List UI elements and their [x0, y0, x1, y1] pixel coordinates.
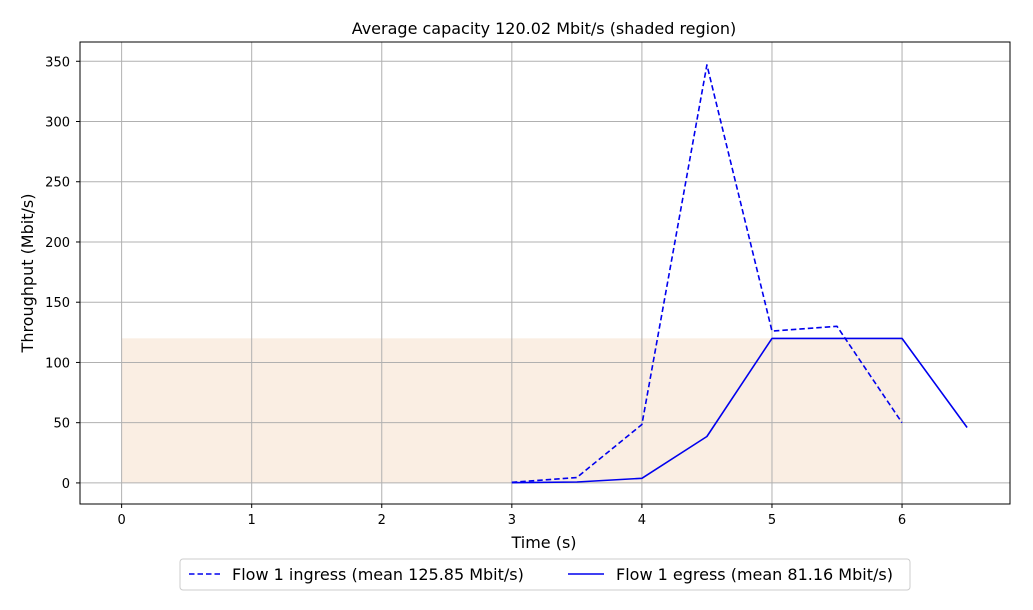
chart-title: Average capacity 120.02 Mbit/s (shaded r…: [352, 19, 737, 38]
legend-ingress-label: Flow 1 ingress (mean 125.85 Mbit/s): [232, 565, 524, 584]
x-tick-label: 3: [508, 513, 516, 528]
x-axis-ticks: 0 1 2 3 4 5 6: [117, 504, 906, 528]
x-tick-label: 5: [768, 513, 776, 528]
legend-box: [179, 558, 911, 591]
plot-area: [79, 41, 1011, 505]
x-axis-label: Time (s): [510, 533, 576, 552]
y-tick-label: 200: [45, 236, 70, 251]
x-tick-label: 6: [898, 513, 906, 528]
x-tick-label: 1: [248, 513, 256, 528]
ingress-series-line: [511, 64, 903, 484]
y-tick-label: 150: [45, 296, 70, 311]
axes-frame: [79, 41, 1011, 505]
y-tick-label: 250: [45, 176, 70, 191]
y-axis-ticks: 0 50 100 150 200 250 300 350: [45, 55, 80, 492]
x-tick-label: 0: [117, 513, 125, 528]
series-lines: [511, 64, 968, 484]
x-tick-label: 2: [378, 513, 386, 528]
y-tick-label: 0: [62, 477, 70, 492]
x-tick-label: 4: [638, 513, 646, 528]
y-tick-label: 50: [53, 417, 70, 432]
y-tick-label: 350: [45, 55, 70, 70]
y-tick-label: 300: [45, 116, 70, 131]
y-axis-label: Throughput (Mbit/s): [18, 194, 37, 354]
legend: Flow 1 ingress (mean 125.85 Mbit/s) Flow…: [179, 558, 911, 591]
legend-egress-label: Flow 1 egress (mean 81.16 Mbit/s): [616, 565, 893, 584]
egress-series-line: [511, 337, 968, 484]
grid-lines: [80, 42, 1010, 504]
y-tick-label: 100: [45, 356, 70, 371]
